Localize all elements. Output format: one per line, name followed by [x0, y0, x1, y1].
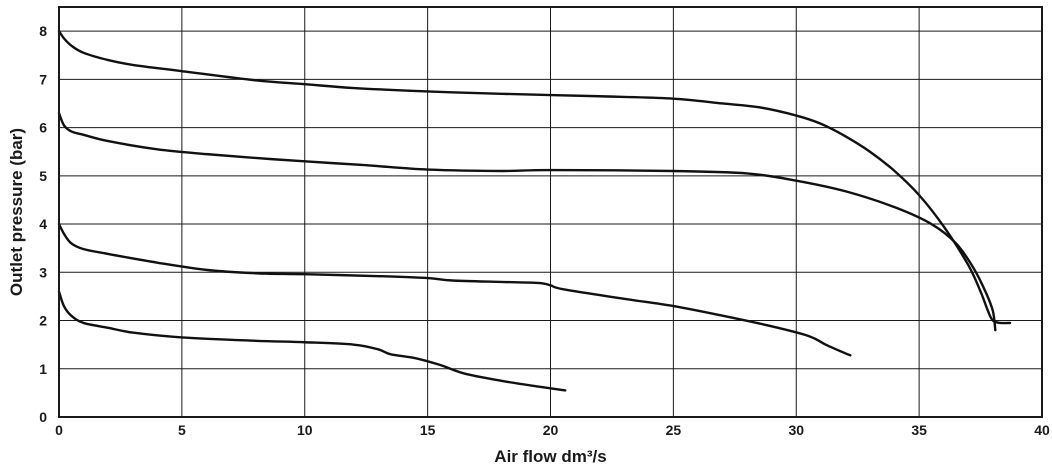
y-tick-label: 6: [39, 120, 47, 136]
x-tick-label: 35: [911, 422, 927, 438]
pressure-curve-4: [57, 290, 567, 392]
x-tick-label: 25: [666, 422, 682, 438]
y-tick-label: 5: [39, 168, 47, 184]
x-tick-label: 5: [178, 422, 186, 438]
x-tick-label: 15: [420, 422, 436, 438]
y-axis-ticks: 0 1 2 3 4 5 6 7 8: [39, 23, 47, 425]
pressure-curve-2: [57, 111, 997, 332]
y-tick-label: 2: [39, 313, 47, 329]
y-tick-label: 3: [39, 264, 47, 280]
y-tick-label: 0: [39, 409, 47, 425]
y-tick-label: 1: [39, 361, 47, 377]
x-tick-label: 10: [297, 422, 313, 438]
plot-frame: [58, 6, 1043, 418]
y-tick-label: 7: [39, 71, 47, 87]
y-axis-title: Outlet pressure (bar): [7, 128, 26, 296]
x-tick-label: 20: [543, 422, 559, 438]
x-tick-label: 30: [788, 422, 804, 438]
y-tick-label: 4: [39, 216, 47, 232]
pressure-curves: [57, 29, 1012, 392]
pressure-curve-1: [57, 29, 1012, 325]
x-tick-label: 40: [1034, 422, 1050, 438]
grid-lines: [58, 7, 1043, 418]
x-axis-ticks: 0 5 10 15 20 25 30 35 40: [55, 422, 1050, 438]
pressure-curve-3: [57, 222, 852, 357]
x-tick-label: 0: [55, 422, 63, 438]
y-tick-label: 8: [39, 23, 47, 39]
x-axis-title: Air flow dm³/s: [494, 447, 606, 466]
